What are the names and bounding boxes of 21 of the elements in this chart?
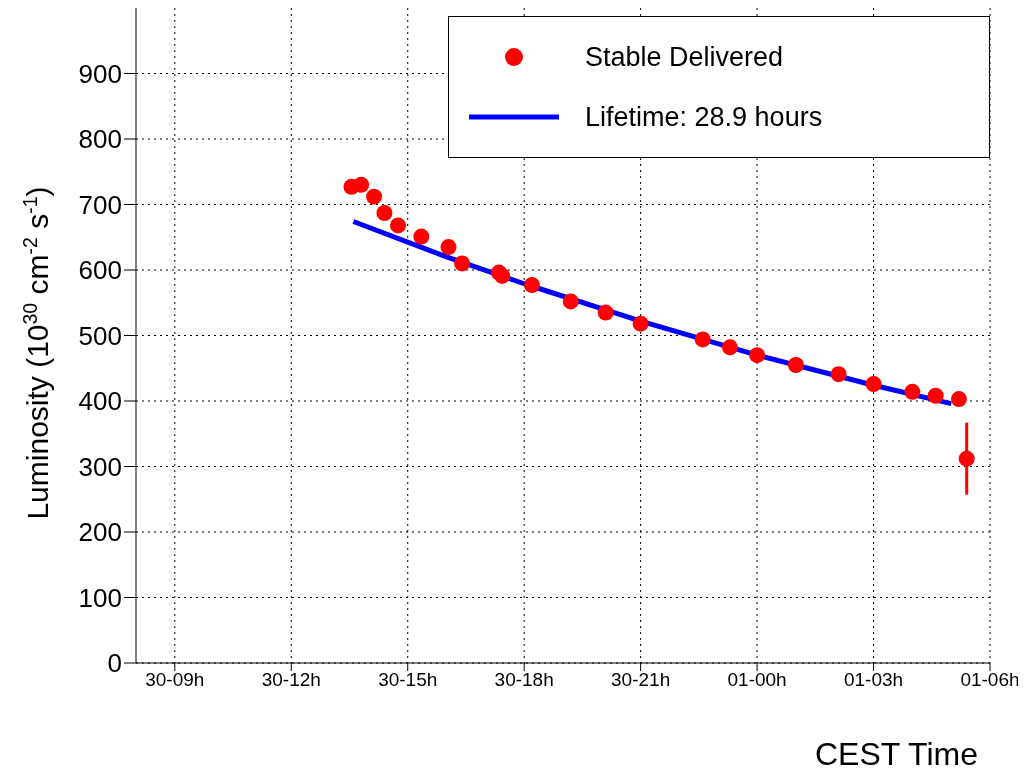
x-tick-label: 30-09h — [145, 669, 205, 691]
y-tick-label: 600 — [78, 255, 122, 286]
x-axis-title: CEST Time — [815, 736, 978, 772]
y-tick-label: 800 — [78, 124, 122, 155]
x-tick-label: 30-21h — [611, 669, 671, 691]
x-tick-label: 30-18h — [494, 669, 554, 691]
x-tick-label: 01-03h — [843, 669, 904, 691]
x-tick-label: 30-15h — [378, 669, 438, 691]
x-tick-label: 30-12h — [261, 669, 321, 691]
y-tick-label: 100 — [78, 582, 122, 613]
x-tick-label: 01-06h — [960, 669, 1020, 691]
y-tick-label: 0 — [107, 648, 122, 679]
x-tick-label: 01-00h — [727, 669, 787, 691]
y-tick-label: 700 — [78, 189, 122, 220]
y-tick-label: 900 — [78, 58, 122, 89]
legend-label: Stable Delivered — [585, 41, 784, 73]
y-tick-label: 300 — [78, 451, 122, 482]
y-tick-label: 500 — [78, 320, 122, 351]
y-tick-label: 400 — [78, 386, 122, 417]
legend-label: Lifetime: 28.9 hours — [585, 101, 823, 133]
y-tick-label: 200 — [78, 517, 122, 548]
